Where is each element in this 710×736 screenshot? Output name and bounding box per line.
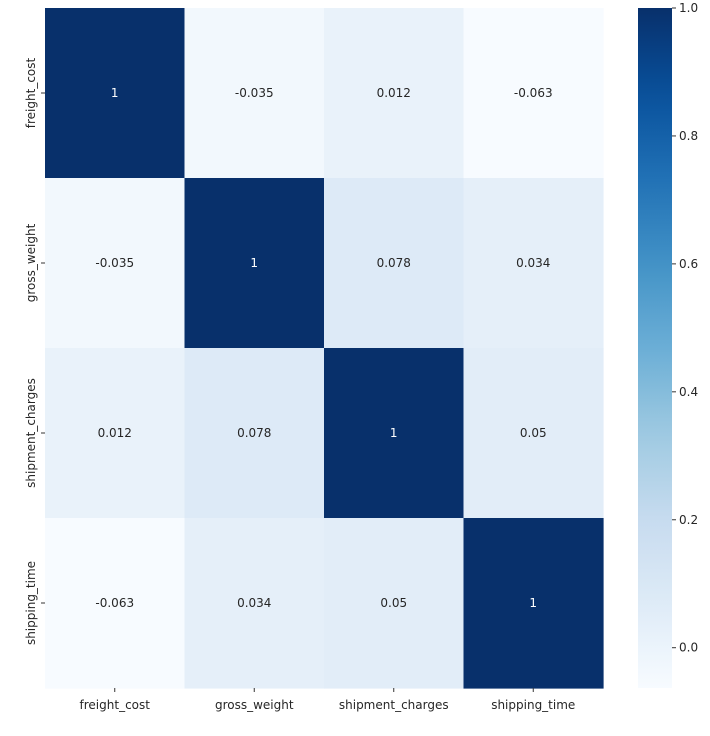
heatmap-cell xyxy=(324,518,465,689)
cell-annotation: 1 xyxy=(529,596,537,610)
cell-annotation: 1 xyxy=(250,256,258,270)
y-tick-label: gross_weight xyxy=(24,223,38,302)
cell-annotation: -0.035 xyxy=(235,86,274,100)
colorbar-tick-label: 0.6 xyxy=(679,257,698,271)
cell-annotation: -0.035 xyxy=(95,256,134,270)
colorbar: 0.0 0.2 0.4 0.6 0.8 1.0 xyxy=(638,1,698,688)
heatmap-cell xyxy=(184,348,325,519)
cell-annotation: 0.05 xyxy=(380,596,407,610)
cell-annotation: 0.012 xyxy=(377,86,411,100)
heatmap-cell xyxy=(463,178,604,349)
heatmap-cell xyxy=(45,518,186,689)
cell-annotation: 0.05 xyxy=(520,426,547,440)
y-tick-label: shipment_charges xyxy=(24,378,38,488)
cell-annotation: -0.063 xyxy=(514,86,553,100)
cell-annotation: 1 xyxy=(390,426,398,440)
colorbar-tick-label: 0.0 xyxy=(679,641,698,655)
heatmap-cell xyxy=(463,348,604,519)
heatmap-cell xyxy=(45,178,186,349)
heatmap-cell xyxy=(184,518,325,689)
cell-annotation: 0.034 xyxy=(516,256,550,270)
x-tick-label: freight_cost xyxy=(80,698,151,712)
colorbar-tick-label: 1.0 xyxy=(679,1,698,15)
colorbar-tick-label: 0.2 xyxy=(679,513,698,527)
x-axis-ticks: freight_cost gross_weight shipment_charges… xyxy=(80,688,575,712)
y-tick-label: shipping_time xyxy=(24,561,38,645)
heatmap-cell xyxy=(324,8,465,179)
heatmap-cells xyxy=(45,8,604,689)
colorbar-tick-label: 0.8 xyxy=(679,129,698,143)
cell-annotation: -0.063 xyxy=(95,596,134,610)
heatmap-cell xyxy=(324,348,465,519)
cell-annotations: 1 -0.035 0.012 -0.063 -0.035 1 0.078 0.034 0.012… xyxy=(95,86,552,610)
x-tick-label: gross_weight xyxy=(215,698,294,712)
colorbar-gradient xyxy=(638,8,672,688)
x-tick-label: shipment_charges xyxy=(339,698,449,712)
y-tick-label: freight_cost xyxy=(24,57,38,128)
heatmap-cell xyxy=(184,8,325,179)
heatmap-cell xyxy=(463,518,604,689)
heatmap-cell xyxy=(184,178,325,349)
cell-annotation: 0.078 xyxy=(377,256,411,270)
heatmap-cell xyxy=(324,178,465,349)
cell-annotation: 0.012 xyxy=(98,426,132,440)
cell-annotation: 1 xyxy=(111,86,119,100)
cell-annotation: 0.078 xyxy=(237,426,271,440)
heatmap-cell xyxy=(463,8,604,179)
heatmap-cell xyxy=(45,8,186,179)
heatmap-cell xyxy=(45,348,186,519)
cell-annotation: 0.034 xyxy=(237,596,271,610)
colorbar-tick-label: 0.4 xyxy=(679,385,698,399)
x-tick-label: shipping_time xyxy=(491,698,575,712)
y-axis-ticks: freight_cost gross_weight shipment_charges… xyxy=(24,57,45,645)
